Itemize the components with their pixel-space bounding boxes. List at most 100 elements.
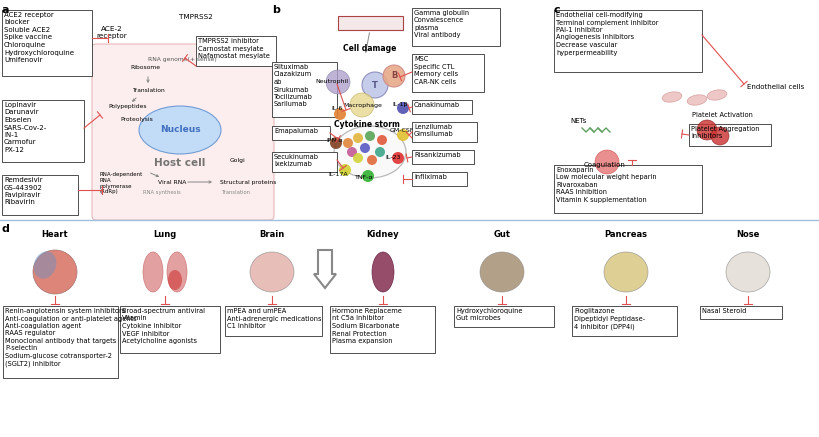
- Circle shape: [352, 153, 363, 163]
- Text: Platelet Aggregation
inhibitors: Platelet Aggregation inhibitors: [690, 126, 758, 139]
- Ellipse shape: [33, 250, 77, 294]
- Text: Structural proteins: Structural proteins: [219, 180, 276, 185]
- FancyBboxPatch shape: [688, 124, 770, 146]
- Text: Secukinumab
Ixekizumab: Secukinumab Ixekizumab: [274, 154, 319, 167]
- Ellipse shape: [168, 270, 182, 290]
- FancyBboxPatch shape: [272, 152, 337, 172]
- Text: IFN-α: IFN-α: [326, 138, 343, 143]
- Text: IL-6: IL-6: [331, 106, 342, 111]
- Circle shape: [710, 127, 728, 145]
- Circle shape: [382, 65, 405, 87]
- Ellipse shape: [34, 251, 57, 279]
- Circle shape: [374, 147, 385, 157]
- Text: a: a: [2, 5, 10, 15]
- Text: Hormone Replaceme
nt C5a inhibitor
Sodium Bicarbonate
Renal Protection
Plasma ex: Hormone Replaceme nt C5a inhibitor Sodiu…: [332, 308, 401, 344]
- FancyBboxPatch shape: [272, 62, 337, 117]
- Text: Lenzilumab
Gimsilumab: Lenzilumab Gimsilumab: [414, 124, 453, 138]
- FancyBboxPatch shape: [572, 306, 676, 336]
- Circle shape: [326, 70, 350, 94]
- Text: d: d: [2, 224, 10, 234]
- Circle shape: [333, 108, 346, 120]
- Text: RNA-dependent
RNA
polymerase
(RdRp): RNA-dependent RNA polymerase (RdRp): [100, 172, 143, 194]
- Circle shape: [595, 150, 618, 174]
- Circle shape: [350, 93, 373, 117]
- Text: IL-1β: IL-1β: [391, 102, 407, 107]
- Text: RNA synthesis: RNA synthesis: [143, 190, 181, 195]
- Ellipse shape: [686, 95, 706, 105]
- Ellipse shape: [706, 90, 726, 100]
- Text: Remdesivir
GS-443902
Favipiravir
Ribavirin: Remdesivir GS-443902 Favipiravir Ribavir…: [4, 177, 43, 205]
- Ellipse shape: [479, 252, 523, 292]
- Text: B: B: [391, 72, 396, 80]
- Ellipse shape: [604, 252, 647, 292]
- Text: Nose: Nose: [735, 230, 758, 239]
- Text: Heart: Heart: [42, 230, 68, 239]
- Text: Emapalumab: Emapalumab: [274, 128, 318, 134]
- Text: Gut: Gut: [493, 230, 510, 239]
- FancyBboxPatch shape: [3, 306, 118, 378]
- Ellipse shape: [139, 106, 221, 154]
- Text: Translation: Translation: [222, 190, 251, 195]
- Text: Macrophage: Macrophage: [343, 103, 382, 108]
- Circle shape: [361, 170, 373, 182]
- Circle shape: [338, 164, 351, 176]
- FancyBboxPatch shape: [196, 36, 276, 66]
- FancyBboxPatch shape: [411, 172, 467, 186]
- Text: Viral RNA: Viral RNA: [157, 180, 186, 185]
- Circle shape: [396, 102, 409, 114]
- Text: Translation: Translation: [132, 88, 165, 93]
- Text: Host cell: Host cell: [154, 158, 206, 168]
- Text: Neutrophil: Neutrophil: [315, 79, 348, 84]
- FancyBboxPatch shape: [2, 10, 92, 76]
- FancyArrow shape: [314, 250, 336, 288]
- Text: RNA genome(+ sense): RNA genome(+ sense): [147, 57, 216, 62]
- Text: b: b: [272, 5, 279, 15]
- Text: Kidney: Kidney: [366, 230, 399, 239]
- Text: c: c: [554, 5, 560, 15]
- Text: Cytokine storm: Cytokine storm: [333, 120, 400, 129]
- Circle shape: [367, 155, 377, 165]
- Text: TMPRSS2: TMPRSS2: [179, 14, 213, 20]
- Circle shape: [361, 72, 387, 98]
- FancyBboxPatch shape: [2, 100, 84, 162]
- Circle shape: [346, 147, 356, 157]
- Text: Coagulation: Coagulation: [583, 162, 625, 168]
- FancyBboxPatch shape: [699, 306, 781, 319]
- Text: Renin-angiotensin system inhibitors
Anti-coagulation or anti-platelet agents
Ant: Renin-angiotensin system inhibitors Anti…: [5, 308, 137, 367]
- Text: Nucleus: Nucleus: [160, 125, 200, 135]
- Text: NETs: NETs: [569, 118, 586, 124]
- Text: ACE-2
receptor: ACE-2 receptor: [97, 26, 127, 39]
- Ellipse shape: [250, 252, 294, 292]
- Circle shape: [329, 137, 342, 149]
- FancyBboxPatch shape: [411, 54, 483, 92]
- Text: Infliximab: Infliximab: [414, 174, 446, 180]
- FancyBboxPatch shape: [329, 306, 434, 353]
- Text: IL-17A: IL-17A: [328, 172, 347, 177]
- Ellipse shape: [143, 252, 163, 292]
- Text: Lung: Lung: [153, 230, 176, 239]
- Text: Brain: Brain: [259, 230, 284, 239]
- Text: Siltuximab
Clazakizum
ab
Sirukumab
Tocilizumab
Sarilumab: Siltuximab Clazakizum ab Sirukumab Tocil…: [274, 64, 313, 108]
- FancyBboxPatch shape: [454, 306, 554, 327]
- Circle shape: [396, 129, 409, 141]
- Text: Lopinavir
Darunavir
Ebselen
SARS-Cov-2-
IN-1
Carmofur
PX-12: Lopinavir Darunavir Ebselen SARS-Cov-2- …: [4, 102, 48, 153]
- Circle shape: [360, 143, 369, 153]
- Text: T: T: [372, 80, 378, 90]
- Ellipse shape: [333, 126, 405, 178]
- FancyBboxPatch shape: [337, 16, 402, 30]
- Text: GM-CSF: GM-CSF: [390, 128, 414, 133]
- FancyBboxPatch shape: [272, 126, 329, 140]
- Circle shape: [364, 131, 374, 141]
- Ellipse shape: [372, 252, 393, 292]
- Circle shape: [352, 133, 363, 143]
- Text: Endothelial cell-modifying
Terminal complement inhibitor
PAI-1 inhibitor
Angioge: Endothelial cell-modifying Terminal comp…: [555, 12, 658, 55]
- Text: Enoxaparin
Low molecular weight heparin
Rivaroxaban
RAAS Inhibition
Vitamin K su: Enoxaparin Low molecular weight heparin …: [555, 167, 656, 203]
- FancyBboxPatch shape: [2, 175, 78, 215]
- Text: Pioglitazone
Dipeptidyl Peptidase-
4 Inhibitor (DPP4i): Pioglitazone Dipeptidyl Peptidase- 4 Inh…: [573, 308, 645, 329]
- Circle shape: [391, 152, 404, 164]
- FancyBboxPatch shape: [224, 306, 322, 336]
- Text: Gamma globulin
Convalescence
plasma
Viral antibody: Gamma globulin Convalescence plasma Vira…: [414, 10, 468, 38]
- Text: ACE2 receptor
blocker
Soluble ACE2
Spike vaccine
Chloroquine
Hydroxychloroquine
: ACE2 receptor blocker Soluble ACE2 Spike…: [4, 12, 74, 63]
- Circle shape: [342, 138, 352, 148]
- Ellipse shape: [167, 252, 187, 292]
